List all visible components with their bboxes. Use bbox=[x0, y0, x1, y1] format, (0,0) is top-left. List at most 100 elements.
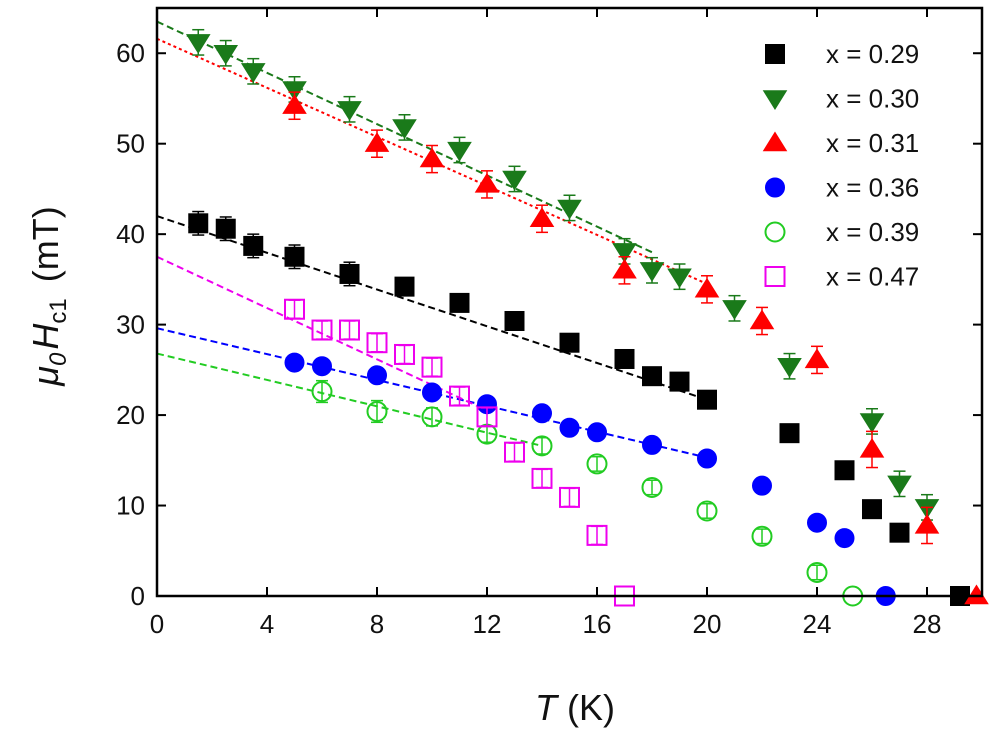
legend-marker bbox=[762, 90, 788, 111]
y-tick-label: 40 bbox=[116, 219, 145, 249]
data-point bbox=[476, 406, 498, 428]
data-point bbox=[586, 524, 608, 546]
series-group bbox=[284, 352, 896, 606]
axis-ticks: 0 4 8 12 16 20 24 28 0 10 20 30 40 50 60 bbox=[116, 8, 982, 639]
legend-label: x = 0.36 bbox=[826, 173, 919, 203]
data-point bbox=[914, 513, 940, 534]
data-point bbox=[722, 300, 747, 320]
data-point bbox=[447, 141, 472, 162]
data-point bbox=[311, 319, 333, 341]
data-point bbox=[394, 276, 415, 297]
data-point bbox=[889, 522, 910, 543]
data-point bbox=[213, 45, 239, 65]
data-point bbox=[504, 441, 525, 463]
data-point bbox=[311, 381, 333, 403]
data-point bbox=[642, 366, 662, 387]
data-point bbox=[586, 453, 608, 475]
data-point bbox=[531, 435, 553, 457]
data-point bbox=[669, 371, 690, 392]
legend-marker bbox=[764, 221, 786, 243]
data-point bbox=[504, 310, 525, 331]
x-tick-label: 16 bbox=[583, 609, 612, 639]
x-tick-label: 24 bbox=[803, 609, 832, 639]
data-point bbox=[284, 246, 305, 267]
data-point bbox=[215, 218, 236, 239]
data-point bbox=[859, 437, 885, 458]
data-point bbox=[779, 423, 800, 444]
data-point bbox=[612, 243, 637, 263]
data-point bbox=[612, 258, 637, 279]
y-axis-mu-sub: 0 bbox=[45, 352, 72, 366]
data-point bbox=[421, 406, 443, 428]
x-axis-title: T (K) bbox=[535, 687, 615, 728]
legend-label: x = 0.47 bbox=[826, 262, 919, 292]
y-tick-label: 60 bbox=[116, 38, 145, 68]
x-tick-label: 4 bbox=[260, 609, 274, 639]
data-point bbox=[559, 332, 580, 353]
x-tick-label: 28 bbox=[913, 609, 942, 639]
y-axis-title: μ0 Hc1 (mT) bbox=[25, 206, 72, 386]
data-point bbox=[367, 365, 387, 386]
data-point bbox=[696, 500, 718, 522]
data-point bbox=[529, 207, 555, 227]
data-point bbox=[282, 81, 307, 101]
x-tick-label: 0 bbox=[150, 609, 164, 639]
legend-marker bbox=[765, 44, 785, 64]
data-point bbox=[749, 309, 775, 330]
data-point bbox=[337, 101, 362, 121]
series-group bbox=[188, 210, 970, 606]
data-point bbox=[421, 356, 443, 378]
data-point bbox=[751, 525, 773, 547]
data-point bbox=[531, 467, 553, 489]
legend-marker bbox=[765, 177, 785, 198]
data-point bbox=[862, 499, 882, 520]
data-point bbox=[419, 147, 445, 168]
data-point bbox=[694, 277, 720, 298]
fit-line bbox=[156, 215, 708, 401]
legend-marker bbox=[764, 266, 786, 287]
y-axis-h-sub: c1 bbox=[45, 298, 72, 323]
data-point bbox=[366, 332, 388, 354]
data-point bbox=[188, 213, 209, 234]
data-point bbox=[614, 348, 635, 369]
x-axis-symbol: T bbox=[535, 687, 560, 728]
x-tick-label: 20 bbox=[693, 609, 722, 639]
fit-line bbox=[156, 327, 708, 459]
data-point bbox=[366, 400, 388, 422]
data-point bbox=[641, 476, 663, 498]
data-point bbox=[284, 352, 305, 373]
series-group bbox=[185, 28, 940, 521]
data-point bbox=[777, 358, 802, 378]
data-point bbox=[557, 199, 582, 220]
data-point bbox=[284, 298, 305, 320]
data-point bbox=[474, 172, 500, 193]
series-group bbox=[282, 91, 989, 605]
data-point bbox=[639, 262, 665, 282]
y-tick-label: 20 bbox=[116, 400, 145, 430]
data-point bbox=[339, 263, 360, 284]
data-point bbox=[243, 235, 264, 256]
legend-label: x = 0.31 bbox=[826, 128, 919, 158]
data-point bbox=[697, 389, 717, 410]
data-point bbox=[697, 448, 717, 469]
y-axis-unit: (mT) bbox=[25, 206, 66, 292]
data-point bbox=[806, 561, 828, 583]
data-point bbox=[532, 403, 552, 424]
y-axis-h: H bbox=[25, 323, 66, 350]
x-tick-label: 12 bbox=[473, 609, 502, 639]
data-point bbox=[667, 268, 692, 289]
data-point bbox=[185, 34, 211, 54]
data-point bbox=[392, 119, 417, 139]
y-tick-label: 30 bbox=[116, 310, 145, 340]
data-point bbox=[807, 512, 827, 533]
data-point bbox=[804, 348, 830, 369]
data-point bbox=[240, 63, 266, 83]
data-point bbox=[502, 170, 527, 191]
data-point bbox=[587, 422, 607, 443]
y-tick-label: 50 bbox=[116, 129, 145, 159]
data-point bbox=[394, 343, 415, 365]
data-point bbox=[312, 356, 332, 377]
legend-label: x = 0.29 bbox=[826, 39, 919, 69]
y-tick-label: 0 bbox=[131, 581, 145, 611]
legend-marker bbox=[762, 131, 788, 152]
